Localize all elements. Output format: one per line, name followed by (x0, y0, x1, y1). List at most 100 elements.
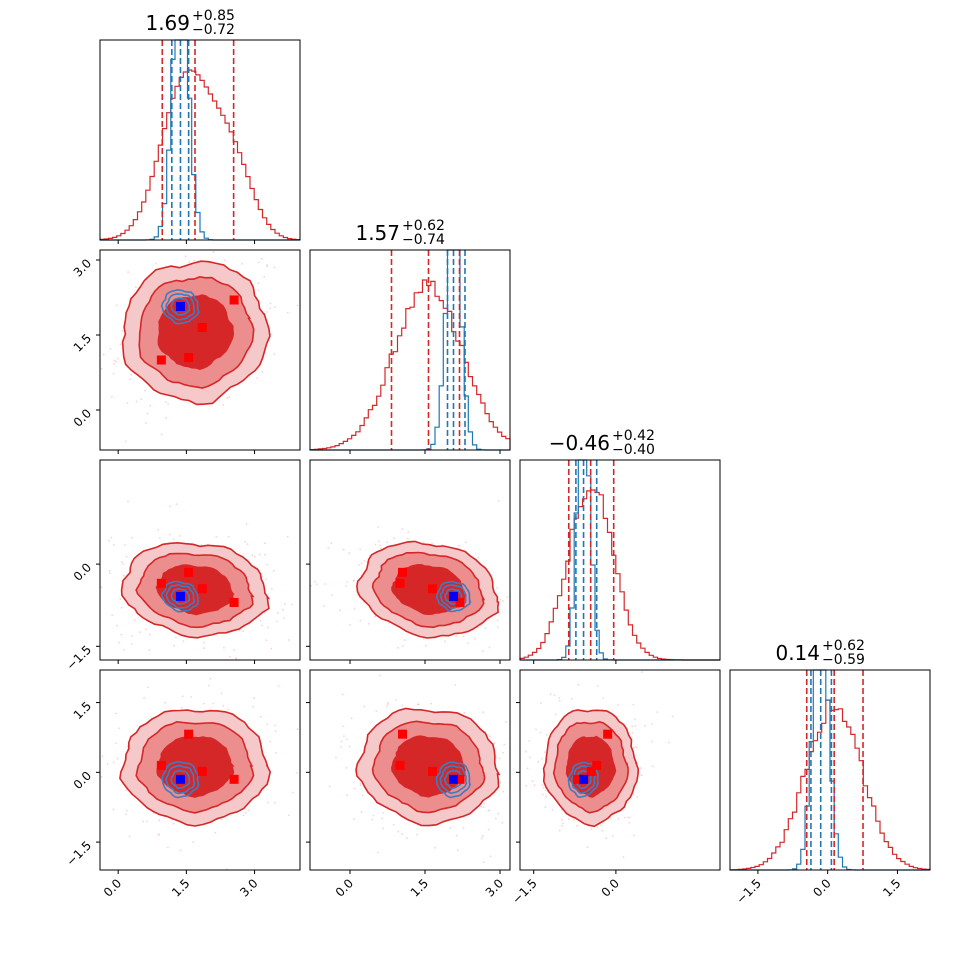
x-tick-label: 1.5 (408, 876, 431, 899)
scatter-point (573, 818, 575, 821)
scatter-point (245, 523, 248, 525)
scatter-point (340, 740, 343, 743)
marker-blue (449, 774, 458, 784)
histogram-frame-3 (519, 459, 721, 661)
scatter-point (112, 372, 115, 375)
scatter-point (467, 642, 469, 644)
scatter-point (353, 608, 356, 610)
scatter-point (165, 401, 167, 403)
scatter-point (101, 755, 104, 758)
panel-frame (519, 669, 721, 871)
scatter-point (267, 801, 270, 804)
scatter-point (301, 773, 303, 775)
scatter-point (259, 715, 262, 718)
scatter-point (223, 646, 225, 649)
scatter-point (484, 627, 487, 630)
scatter-point (310, 584, 312, 587)
scatter-point (115, 360, 117, 363)
scatter-point (273, 353, 276, 355)
scatter-point (545, 733, 548, 736)
scatter-point (477, 626, 479, 629)
title-minus: −0.59 (822, 652, 865, 668)
histogram-frame-4 (729, 669, 931, 871)
scatter-point (172, 538, 175, 541)
panel-frame (309, 459, 511, 661)
scatter-point (202, 647, 205, 650)
scatter-point (526, 767, 529, 770)
scatter-point (113, 544, 115, 546)
scatter-point (109, 347, 112, 350)
scatter-point (346, 794, 348, 797)
scatter-point (259, 619, 262, 622)
marker-red-4 (229, 295, 239, 305)
scatter-point (644, 724, 646, 727)
scatter-point (515, 774, 517, 776)
scatter-point (378, 674, 381, 677)
scatter-point (127, 271, 130, 273)
contour-blue-level-2 (165, 765, 196, 795)
contour-blue-level-3 (170, 297, 191, 316)
scatter-point (651, 740, 653, 743)
scatter-point (367, 623, 370, 625)
scatter-point (382, 812, 384, 814)
scatter-point (127, 500, 129, 503)
scatter-point (363, 705, 366, 708)
scatter-point (120, 561, 123, 563)
scatter-point (522, 580, 524, 582)
scatter-point (76, 804, 78, 806)
scatter-point (266, 563, 269, 566)
scatter-point (266, 265, 268, 268)
scatter-point (108, 569, 111, 572)
scatter-point (253, 697, 255, 700)
scatter-point (515, 789, 517, 791)
scatter-point (406, 537, 409, 540)
scatter-point (430, 702, 433, 705)
scatter-point (525, 784, 527, 787)
scatter-point (343, 735, 345, 738)
scatter-point (253, 555, 256, 558)
scatter-point (463, 711, 466, 714)
scatter-point (558, 829, 561, 832)
scatter-point (596, 826, 599, 829)
scatter-point (499, 598, 502, 601)
scatter-point (480, 805, 483, 808)
scatter-point (117, 357, 119, 360)
scatter-point (286, 535, 289, 538)
x-tick-label: 0.0 (333, 876, 356, 899)
marker-red-2 (398, 567, 407, 577)
scatter-point (401, 528, 404, 531)
scatter-point (456, 849, 459, 852)
scatter-point (580, 877, 582, 879)
scatter-point (242, 814, 245, 817)
x-tick-label: 3.0 (483, 876, 506, 899)
scatter-point (668, 741, 670, 744)
scatter-point (361, 794, 364, 797)
scatter-point (305, 795, 307, 797)
scatter-point (397, 646, 399, 649)
scatter-point (61, 570, 63, 572)
scatter-point (164, 701, 167, 704)
scatter-point (502, 790, 505, 793)
scatter-point (651, 722, 653, 725)
scatter-point (143, 389, 146, 392)
scatter-point (260, 257, 263, 260)
scatter-point (422, 541, 425, 544)
scatter-point (482, 711, 485, 714)
scatter-point (651, 765, 654, 768)
scatter-point (148, 649, 151, 652)
scatter-point (348, 552, 351, 555)
scatter-point (277, 685, 280, 687)
scatter-point (142, 820, 145, 823)
scatter-point (505, 721, 508, 723)
scatter-point (562, 822, 564, 825)
scatter-point (493, 742, 496, 745)
x-tick-label: 1.5 (880, 876, 903, 899)
histogram-red-series-2 (309, 279, 511, 451)
diagonal-histogram-1 (99, 39, 301, 241)
scatter-point (314, 580, 316, 583)
scatter-point (263, 275, 266, 278)
scatter-point (106, 763, 109, 765)
scatter-point (264, 542, 266, 545)
scatter-point (627, 816, 629, 819)
scatter-point (353, 818, 355, 820)
